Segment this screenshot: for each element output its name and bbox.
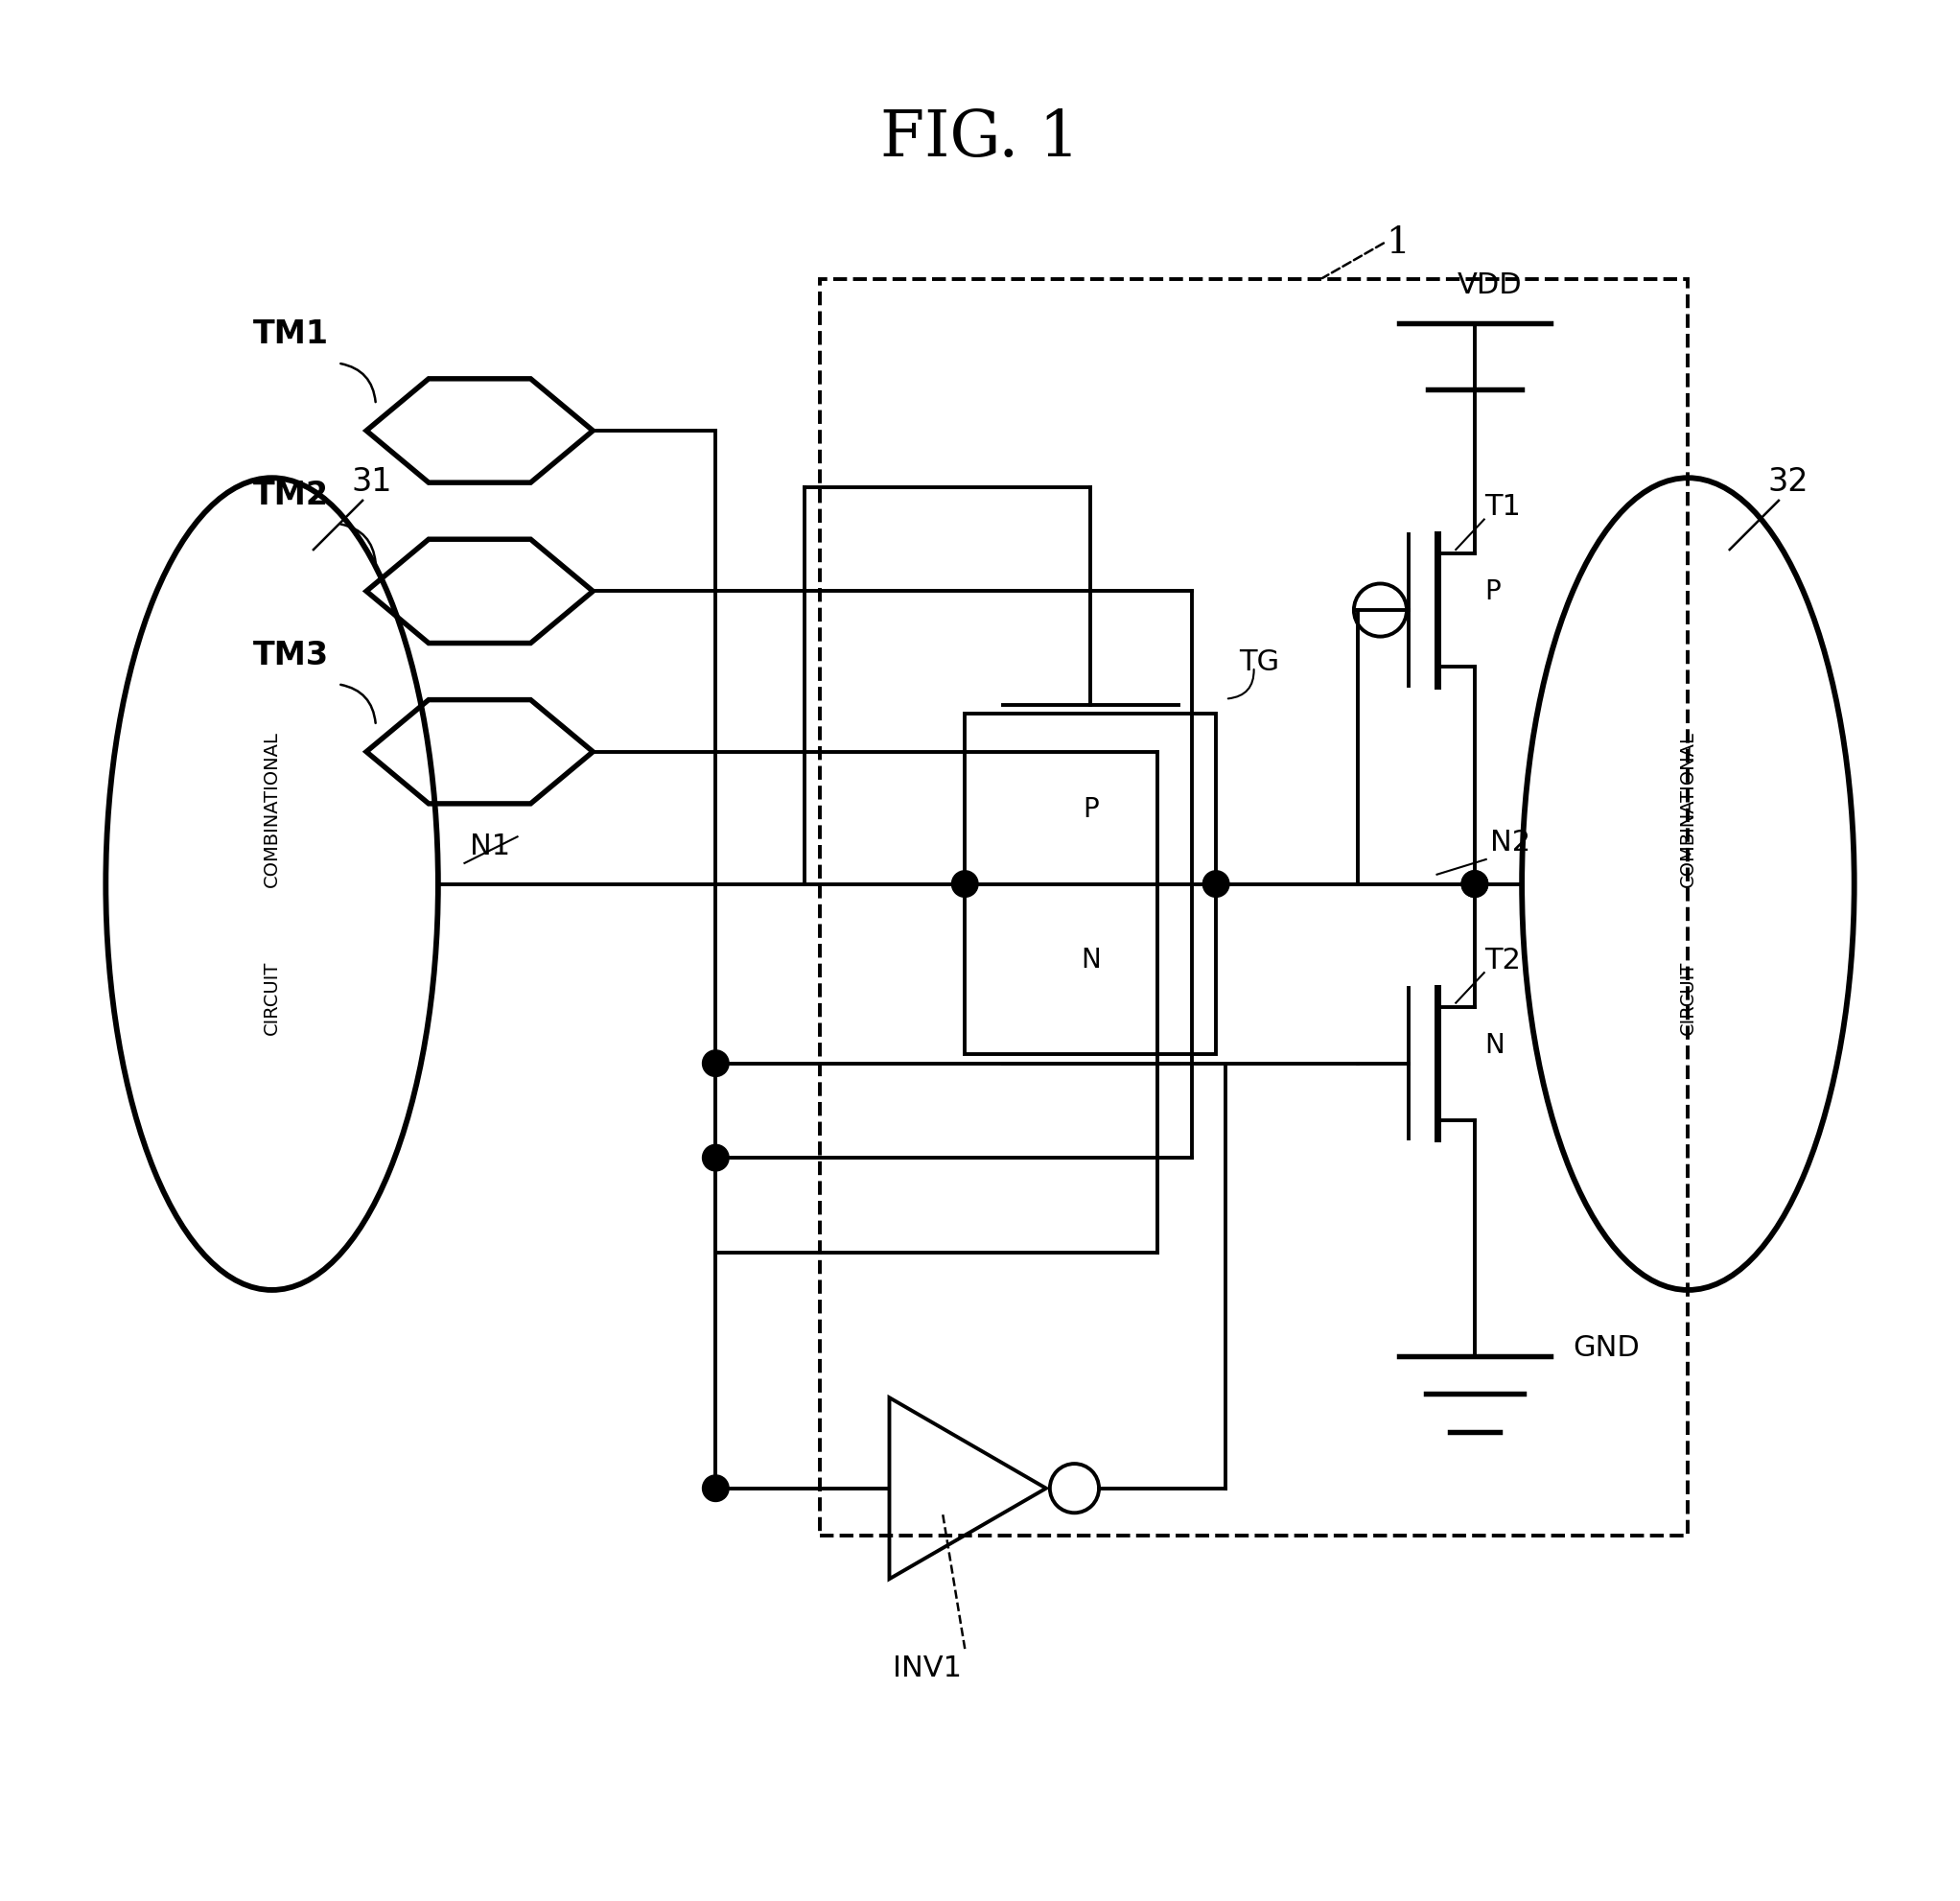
Text: FIG. 1: FIG. 1: [880, 108, 1080, 169]
Text: INV1: INV1: [894, 1654, 962, 1682]
Text: T1: T1: [1484, 492, 1521, 521]
Text: N: N: [1484, 1032, 1503, 1059]
Text: P: P: [1484, 578, 1499, 605]
Circle shape: [1203, 871, 1229, 897]
Text: TM2: TM2: [253, 479, 329, 511]
Text: COMBINATIONAL: COMBINATIONAL: [1680, 730, 1697, 888]
Circle shape: [1462, 871, 1488, 897]
Text: CIRCUIT: CIRCUIT: [263, 960, 280, 1034]
Circle shape: [953, 871, 978, 897]
Circle shape: [702, 1051, 729, 1078]
Text: TG: TG: [1239, 648, 1280, 675]
Text: 31: 31: [351, 466, 392, 498]
Text: P: P: [1082, 795, 1098, 823]
Text: N1: N1: [470, 833, 512, 859]
Text: GND: GND: [1572, 1333, 1641, 1361]
Text: 32: 32: [1768, 466, 1809, 498]
Text: CIRCUIT: CIRCUIT: [1680, 960, 1697, 1034]
Circle shape: [702, 1475, 729, 1502]
Text: T2: T2: [1484, 947, 1521, 973]
Text: COMBINATIONAL: COMBINATIONAL: [263, 730, 280, 888]
Text: 1: 1: [1386, 224, 1409, 260]
Text: N2: N2: [1490, 829, 1531, 855]
Text: N: N: [1080, 947, 1100, 973]
Circle shape: [702, 1144, 729, 1171]
Text: TM3: TM3: [253, 639, 329, 671]
Text: TM1: TM1: [253, 319, 329, 350]
Text: VDD: VDD: [1458, 272, 1523, 298]
Circle shape: [1462, 871, 1488, 897]
